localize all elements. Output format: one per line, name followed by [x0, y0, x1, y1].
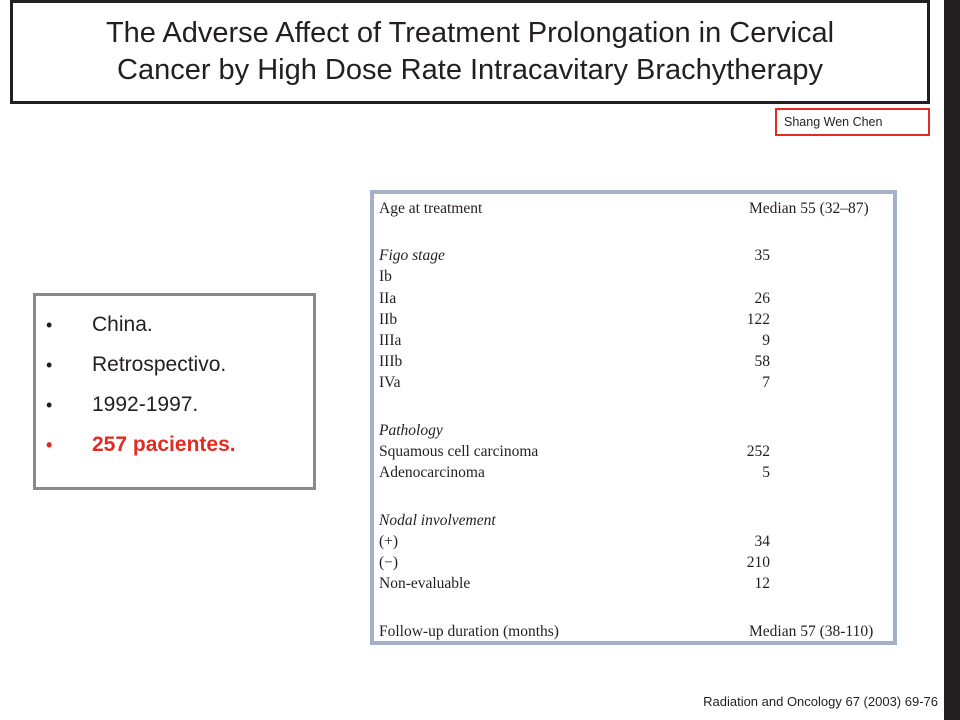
- bullet-box: • China. • Retrospectivo. • 1992-1997. •…: [33, 293, 316, 490]
- author-label: Shang Wen Chen: [775, 108, 930, 136]
- table-row-iiia: IIIa 9: [379, 330, 888, 352]
- bullet-marker: •: [46, 434, 53, 455]
- table-row-nodal-positive: (+) 34: [379, 531, 888, 553]
- table-section-heading: Nodal involvement: [379, 512, 496, 529]
- table-row-label: IVa: [379, 374, 401, 391]
- table-row-iia: IIa 26: [379, 288, 888, 310]
- title-box: The Adverse Affect of Treatment Prolonga…: [10, 0, 930, 104]
- table-row-follow-up: Follow-up duration (months) Median 57 (3…: [379, 621, 888, 643]
- table-row-label: IIa: [379, 290, 397, 307]
- table-row-pathology: Pathology: [379, 420, 888, 442]
- table-row-label: Squamous cell carcinoma: [379, 443, 539, 460]
- citation: Radiation and Oncology 67 (2003) 69-76: [703, 694, 938, 709]
- table-row-ib: Ib: [379, 266, 888, 288]
- table-row-label: Ib: [379, 268, 392, 285]
- table-row-nodal: Nodal involvement: [379, 510, 888, 532]
- bullet-text: Retrospectivo.: [92, 353, 227, 376]
- bullet-text: China.: [92, 313, 153, 336]
- bullet-item-period: • 1992-1997.: [46, 385, 236, 425]
- bullet-item-country: • China.: [46, 305, 236, 345]
- slide-title: The Adverse Affect of Treatment Prolonga…: [86, 15, 854, 89]
- bullet-list: • China. • Retrospectivo. • 1992-1997. •…: [46, 305, 236, 465]
- table-row-value: 35: [754, 247, 771, 264]
- table-row-value: 7: [762, 374, 770, 391]
- table-row-value: 5: [762, 464, 770, 481]
- table-row-label: (+): [379, 533, 399, 550]
- table-row-value: Median 55 (32–87): [749, 200, 869, 217]
- table-row-iva: IVa 7: [379, 372, 888, 394]
- table-row-value: 58: [754, 353, 771, 370]
- table-row-value: Median 57 (38-110): [749, 623, 874, 640]
- table-row-nodal-negative: (−) 210: [379, 552, 888, 574]
- bullet-marker: •: [46, 314, 53, 335]
- table-row-value: 252: [746, 443, 770, 460]
- slide-title-line-2: Cancer by High Dose Rate Intracavitary B…: [117, 54, 823, 86]
- bullet-item-study-type: • Retrospectivo.: [46, 345, 236, 385]
- table-row-value: 122: [746, 311, 770, 328]
- bullet-item-patients: • 257 pacientes.: [46, 425, 236, 465]
- table-row-iib: IIb 122: [379, 309, 888, 331]
- table-row-value: 26: [754, 290, 771, 307]
- bullet-text: 1992-1997.: [92, 393, 199, 416]
- table-section-heading: Pathology: [379, 422, 443, 439]
- table-row-value: 34: [754, 533, 771, 550]
- table-row-age: Age at treatment Median 55 (32–87): [379, 198, 888, 220]
- table-row-label: IIIa: [379, 332, 402, 349]
- table-row-squamous: Squamous cell carcinoma 252: [379, 441, 888, 463]
- table-row-value: 9: [762, 332, 770, 349]
- table-row-figo-stage: Figo stage 35: [379, 245, 888, 267]
- table-row-label: Adenocarcinoma: [379, 464, 485, 481]
- table-row-label: IIb: [379, 311, 398, 328]
- table-row-label: Follow-up duration (months): [379, 623, 559, 640]
- bullet-text: 257 pacientes.: [92, 433, 236, 456]
- table-row-label: Age at treatment: [379, 200, 483, 217]
- bullet-marker: •: [46, 394, 53, 415]
- table-row-label: IIIb: [379, 353, 403, 370]
- table-row-label: Non-evaluable: [379, 575, 471, 592]
- right-edge-bar: [944, 0, 960, 720]
- bullet-marker: •: [46, 354, 53, 375]
- table-row-adenocarcinoma: Adenocarcinoma 5: [379, 462, 888, 484]
- table-section-heading: Figo stage: [379, 247, 445, 264]
- slide-title-line-1: The Adverse Affect of Treatment Prolonga…: [105, 17, 835, 49]
- table-row-non-evaluable: Non-evaluable 12: [379, 573, 888, 595]
- table-row-value: 210: [746, 554, 770, 571]
- table-row-value: 12: [754, 575, 771, 592]
- table-row-iiib: IIIb 58: [379, 351, 888, 373]
- table-row-label: (−): [379, 554, 399, 571]
- patient-characteristics-table: Age at treatment Median 55 (32–87) Figo …: [370, 190, 897, 645]
